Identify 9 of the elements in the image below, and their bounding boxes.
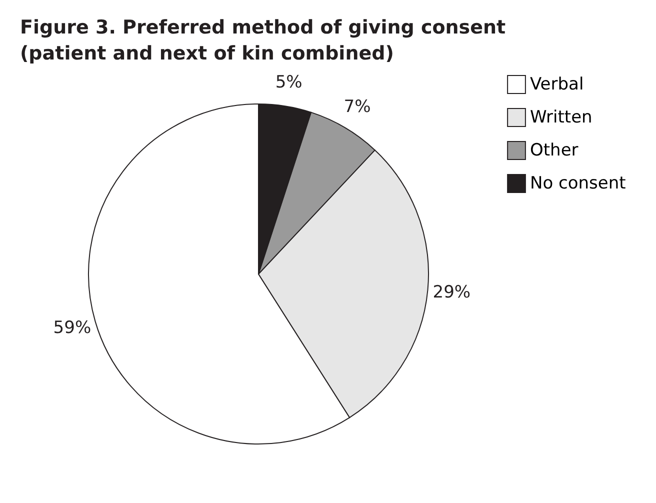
- legend-label: No consent: [530, 174, 626, 194]
- legend-label: Written: [530, 108, 592, 128]
- legend-label: Other: [530, 140, 578, 160]
- legend-label: Verbal: [530, 74, 584, 94]
- data-label: 59%: [53, 318, 92, 338]
- data-label: 7%: [344, 97, 371, 118]
- data-label: 29%: [432, 282, 471, 302]
- chart-title: Figure 3. Preferred method of giving consent (patient and next of kin combined): [20, 16, 506, 64]
- data-label: 5%: [275, 72, 302, 92]
